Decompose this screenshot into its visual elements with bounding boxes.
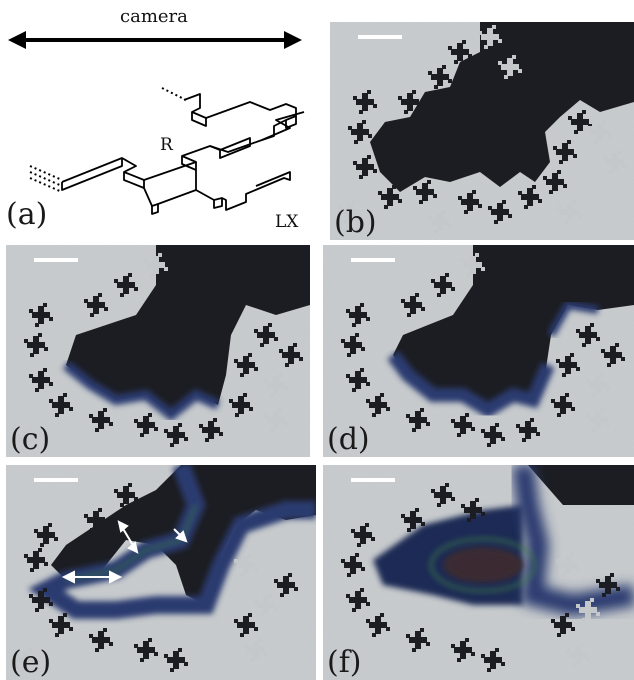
scale-bar xyxy=(34,478,78,482)
r-label: R xyxy=(160,135,173,155)
scale-bar xyxy=(358,35,402,39)
scale-bar xyxy=(351,258,395,262)
panel-c-photo: (c) xyxy=(6,245,310,457)
fractal-photo-f xyxy=(323,465,634,680)
panel-d-photo: (d) xyxy=(323,245,634,457)
fractal-photo-d xyxy=(323,245,634,457)
lx-label: LX xyxy=(275,212,299,232)
fractal-photo-c xyxy=(6,245,310,457)
panel-e-photo: (e) xyxy=(6,465,316,680)
panel-b-photo: (b) xyxy=(330,22,634,240)
panel-e-label: (e) xyxy=(10,645,52,680)
cell-schematic xyxy=(8,31,305,215)
panel-d-label: (d) xyxy=(327,422,370,457)
camera-label: camera xyxy=(120,6,188,27)
scale-bar xyxy=(351,478,395,482)
fractal-photo-b xyxy=(330,22,634,240)
panel-f-label: (f) xyxy=(327,645,362,680)
panel-a-label: (a) xyxy=(6,197,48,232)
panel-f-photo: (f) xyxy=(323,465,634,680)
panel-c-label: (c) xyxy=(10,422,51,457)
panel-b-label: (b) xyxy=(334,205,377,240)
fractal-photo-e xyxy=(6,465,316,680)
scale-bar xyxy=(34,258,78,262)
panel-a-schematic: camera R LX (a) xyxy=(0,0,320,240)
